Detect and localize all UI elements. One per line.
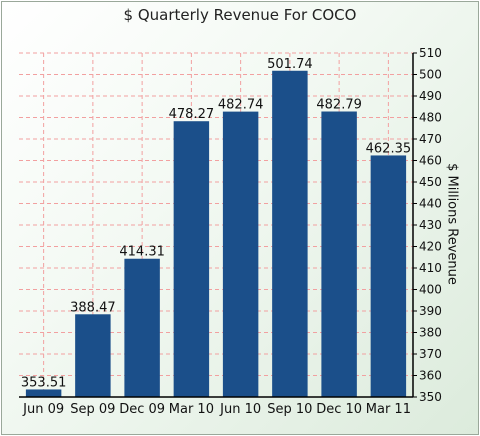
x-tick-label: Mar 10	[169, 402, 214, 417]
y-tick-label: 480	[419, 111, 442, 125]
data-label: 482.74	[218, 98, 264, 113]
x-tick-label: Dec 09	[119, 402, 165, 417]
y-tick-label: 370	[419, 347, 442, 361]
y-tick-label: 460	[419, 154, 442, 168]
bar	[222, 111, 259, 397]
data-label: 478.27	[169, 107, 215, 122]
y-tick-labels: 350 360 370 380 390 400 410 420 430 440 450 460 470 4…	[419, 46, 442, 404]
chart-title: $ Quarterly Revenue For COCO	[123, 6, 357, 24]
y-tick-label: 350	[419, 390, 442, 404]
bar	[25, 389, 62, 397]
x-tick-label: Jun 10	[219, 402, 261, 417]
data-label: 482.79	[316, 98, 362, 113]
x-tick-label: Mar 11	[366, 402, 411, 417]
y-tick-label: 360	[419, 369, 442, 383]
data-label: 462.35	[366, 141, 412, 156]
y-tick-label: 440	[419, 197, 442, 211]
bar	[75, 314, 111, 397]
x-tick-label: Sep 10	[267, 402, 312, 417]
y-tick-label: 400	[419, 283, 442, 297]
bar	[173, 121, 210, 398]
y-tick-label: 490	[419, 89, 442, 103]
y-tick-label: 390	[419, 304, 442, 318]
y-tick-label: 450	[419, 175, 442, 189]
data-label: 501.74	[267, 57, 313, 72]
y-tick-label: 510	[419, 46, 442, 60]
y-tick-label: 430	[419, 218, 442, 232]
y-axis-label: $ Millions Revenue	[444, 163, 460, 285]
x-tick-label: Dec 10	[316, 402, 362, 417]
y-tick-label: 380	[419, 326, 442, 340]
bar	[370, 155, 407, 397]
x-tick-labels: Jun 09 Sep 09 Dec 09 Mar 10 Jun 10 Sep 10 Dec …	[22, 402, 411, 417]
bar	[272, 70, 308, 397]
data-label: 414.31	[119, 245, 165, 260]
y-tick-label: 420	[419, 240, 442, 254]
y-tick-label: 470	[419, 132, 442, 146]
data-label: 388.47	[70, 300, 116, 315]
x-tick-label: Jun 09	[22, 402, 64, 417]
axes	[19, 52, 417, 398]
bar	[321, 111, 357, 398]
y-tick-label: 410	[419, 261, 442, 275]
x-tick-label: Sep 09	[70, 402, 115, 417]
y-tick-label: 500	[419, 68, 442, 82]
bar	[124, 258, 160, 397]
data-label: 353.51	[21, 375, 67, 390]
bars	[25, 70, 407, 398]
